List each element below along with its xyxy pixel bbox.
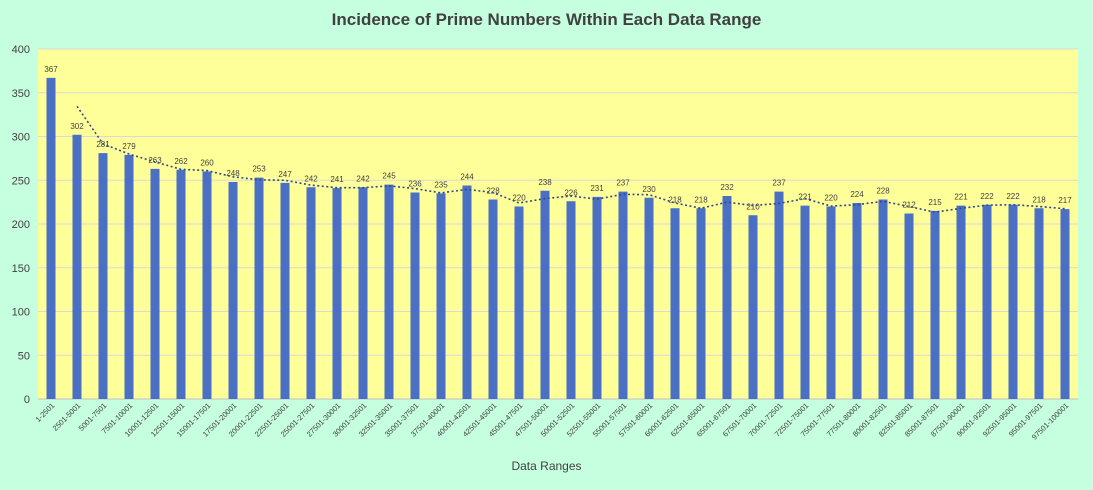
bar	[644, 197, 654, 399]
bar	[696, 208, 706, 399]
data-label: 210	[746, 202, 760, 211]
data-label: 215	[928, 198, 942, 207]
data-label: 228	[876, 187, 890, 196]
bar	[722, 196, 732, 399]
bar	[540, 190, 550, 399]
data-label: 228	[486, 187, 500, 196]
bar	[150, 168, 160, 399]
data-label: 221	[954, 193, 968, 202]
data-label: 230	[642, 185, 656, 194]
bar	[280, 182, 290, 399]
bar	[254, 177, 264, 399]
bar	[904, 213, 914, 399]
y-tick-label: 0	[24, 394, 30, 406]
bar	[72, 134, 82, 399]
data-label: 248	[226, 169, 240, 178]
data-label: 220	[512, 194, 526, 203]
y-tick-label: 300	[12, 132, 30, 144]
data-label: 222	[1006, 192, 1020, 201]
data-label: 247	[278, 170, 292, 179]
y-tick-label: 200	[12, 219, 30, 231]
trendline	[76, 105, 1066, 214]
data-label: 263	[148, 156, 162, 165]
y-tick-label: 250	[12, 175, 30, 187]
bar	[1008, 204, 1018, 399]
data-label: 244	[460, 173, 474, 182]
bar	[748, 215, 758, 399]
bar	[384, 184, 394, 399]
data-label: 367	[44, 65, 58, 74]
bar	[462, 185, 472, 399]
bar	[774, 191, 784, 399]
bar	[982, 204, 992, 399]
data-label: 232	[720, 183, 734, 192]
bar	[202, 171, 212, 399]
bar	[1060, 209, 1070, 399]
x-tick-label: 1-2501	[34, 401, 57, 424]
bar	[436, 193, 446, 399]
bar	[410, 192, 420, 399]
bar	[566, 201, 576, 399]
bar	[878, 199, 888, 399]
bar	[592, 196, 602, 399]
bar	[618, 191, 628, 399]
bar	[826, 206, 836, 399]
y-tick-label: 100	[12, 307, 30, 319]
y-tick-label: 150	[12, 263, 30, 275]
data-label: 222	[980, 192, 994, 201]
chart-title: Incidence of Prime Numbers Within Each D…	[331, 10, 762, 29]
bar	[306, 187, 316, 399]
bar	[930, 210, 940, 399]
data-label: 253	[252, 165, 266, 174]
bar	[670, 208, 680, 399]
bar	[332, 188, 342, 399]
data-label: 237	[616, 179, 630, 188]
data-label: 221	[798, 193, 812, 202]
data-label: 262	[174, 157, 188, 166]
bar	[98, 153, 108, 399]
y-tick-label: 400	[12, 44, 30, 56]
data-label: 226	[564, 188, 578, 197]
data-label: 218	[668, 195, 682, 204]
data-label: 235	[434, 180, 448, 189]
bar	[358, 187, 368, 399]
data-label: 238	[538, 178, 552, 187]
data-label: 302	[70, 122, 84, 131]
bar	[124, 154, 134, 399]
data-label: 236	[408, 180, 422, 189]
data-label: 212	[902, 201, 916, 210]
bar	[228, 182, 238, 399]
data-label: 220	[824, 194, 838, 203]
bar	[514, 206, 524, 399]
bar	[852, 203, 862, 399]
data-label: 242	[304, 174, 318, 183]
data-label: 241	[330, 175, 344, 184]
bar	[800, 205, 810, 399]
data-label: 224	[850, 190, 864, 199]
data-label: 260	[200, 159, 214, 168]
data-label: 231	[590, 184, 604, 193]
y-tick-label: 50	[18, 350, 30, 362]
bar	[956, 205, 966, 399]
bar	[46, 77, 56, 399]
data-label: 218	[1032, 195, 1046, 204]
data-label: 217	[1058, 196, 1072, 205]
data-label: 218	[694, 195, 708, 204]
data-label: 279	[122, 142, 136, 151]
data-label: 237	[772, 179, 786, 188]
y-tick-label: 350	[12, 88, 30, 100]
bar	[1034, 208, 1044, 399]
data-label: 242	[356, 174, 370, 183]
bar	[488, 199, 498, 399]
x-axis-title: Data Ranges	[511, 459, 582, 473]
data-label: 245	[382, 172, 396, 181]
bar	[176, 169, 186, 399]
